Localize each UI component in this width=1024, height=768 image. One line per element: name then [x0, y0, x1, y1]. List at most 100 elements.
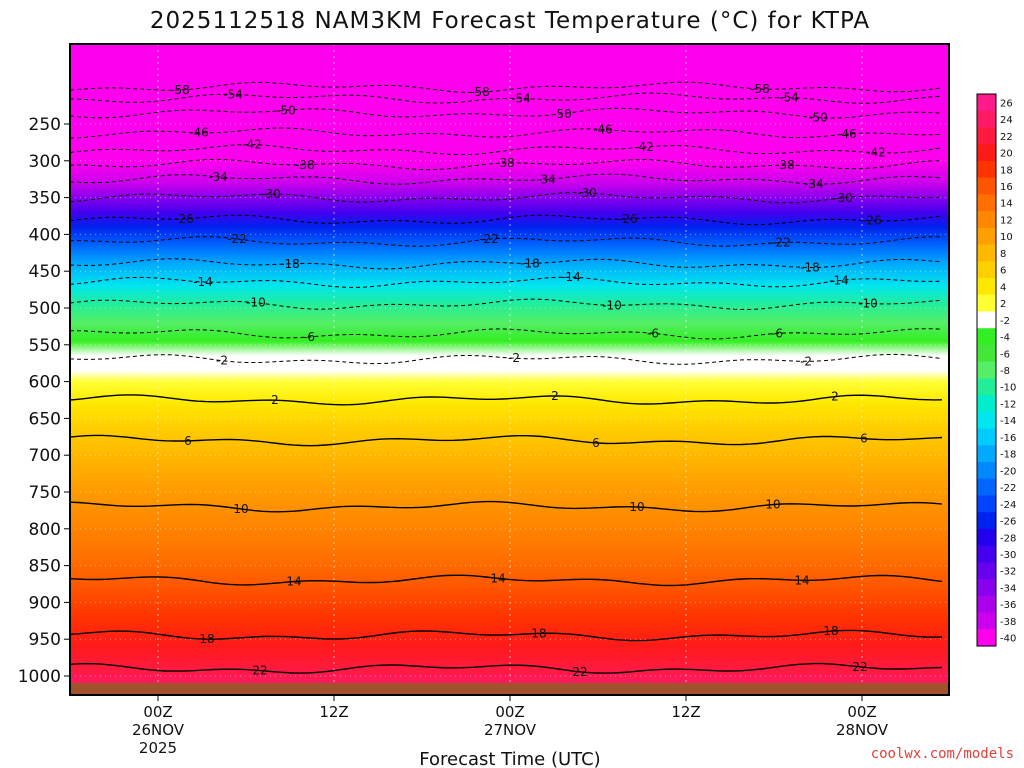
contour-line — [70, 328, 943, 340]
colorbar-tick-label: -40 — [1000, 634, 1016, 645]
contour-label: -54 — [511, 92, 531, 106]
contour-label: -2 — [508, 351, 520, 365]
contour-line — [70, 236, 943, 247]
colorbar-tick-label: 4 — [1000, 282, 1006, 293]
contour-label: -6 — [303, 330, 315, 344]
colorbar-swatch — [977, 595, 996, 614]
colorbar-swatch — [977, 344, 996, 363]
colorbar-frame — [976, 93, 997, 647]
contour-label: -42 — [634, 140, 654, 154]
contour-label: -38 — [295, 158, 315, 172]
colorbar-tick-label: -36 — [1000, 600, 1016, 611]
contour-label: -46 — [593, 123, 613, 137]
colorbar-tick-label: 6 — [1000, 266, 1006, 277]
contour-label: -42 — [242, 138, 262, 152]
pressure-tick-label: 450 — [29, 262, 61, 282]
contour-line — [70, 127, 943, 139]
colorbar-tick-label: -32 — [1000, 567, 1016, 578]
contour-label: 6 — [184, 434, 192, 448]
colorbar-swatch — [977, 361, 996, 379]
colorbar-tick-label: 18 — [1000, 165, 1013, 176]
contour-line — [70, 144, 943, 156]
colorbar-tick-label: -16 — [1000, 433, 1016, 444]
time-tick-label: 2025 — [139, 739, 177, 757]
colorbar-tick-label: 24 — [1000, 115, 1013, 126]
colorbar-tick-label: 10 — [1000, 232, 1013, 243]
colorbar-tick-label: -10 — [1000, 383, 1016, 394]
contour-line — [70, 276, 943, 288]
pressure-tick-label: 300 — [29, 152, 61, 172]
colorbar-swatch — [977, 244, 996, 262]
contour-label: -22 — [771, 236, 791, 250]
colorbar-tick-label: -20 — [1000, 466, 1016, 477]
contour-label: 6 — [860, 432, 868, 446]
contour-label: -26 — [618, 212, 638, 226]
contour-line — [70, 629, 942, 642]
colorbar-tick-label: 2 — [1000, 299, 1006, 310]
colorbar-swatch — [977, 528, 996, 547]
contour-label: -18 — [520, 256, 540, 270]
contour-label: 6 — [592, 436, 600, 450]
colorbar-tick-label: -26 — [1000, 517, 1016, 528]
colorbar-swatch — [977, 629, 996, 647]
ground-surface — [70, 683, 949, 695]
pressure-tick-label: 850 — [29, 557, 61, 577]
time-tick-label: 26NOV — [132, 721, 185, 739]
contour-label: -46 — [837, 127, 857, 141]
contour-label: -50 — [276, 103, 296, 117]
contour-label: 14 — [490, 571, 505, 585]
contour-line — [70, 107, 943, 119]
contour-line — [70, 298, 943, 310]
contour-label: -14 — [561, 270, 581, 284]
contour-label: -50 — [808, 111, 828, 125]
contour-line — [70, 394, 943, 406]
contour-label: -42 — [866, 146, 886, 160]
time-tick-label: 12Z — [671, 703, 700, 721]
contour-label: -38 — [495, 156, 515, 170]
colorbar-swatch — [977, 612, 996, 630]
colorbar-tick-label: -4 — [1000, 333, 1010, 344]
contour-label: 22 — [572, 665, 587, 679]
contour-lines: -58 -58 -58 -54 -54 -54 -50 -50 -50 -46 -46 -46 -42 -… — [70, 81, 943, 679]
pressure-tick-label: 700 — [29, 446, 61, 466]
contour-line — [70, 158, 943, 171]
colorbar-tick-label: 26 — [1000, 98, 1013, 109]
contour-label: 14 — [286, 575, 301, 589]
contour-label: -54 — [779, 91, 799, 105]
colorbar-swatch — [977, 311, 996, 329]
pressure-tick-label: 250 — [29, 115, 61, 135]
contour-line — [70, 92, 943, 104]
pressure-tick-label: 350 — [29, 189, 61, 209]
time-tick-label: 00Z — [495, 703, 524, 721]
contour-label: -50 — [552, 107, 572, 121]
contour-label: 2 — [551, 389, 559, 403]
contour-label: -10 — [246, 296, 266, 310]
grid-lines — [70, 44, 949, 695]
pressure-tick-label: 750 — [29, 483, 61, 503]
colorbar-swatch — [977, 328, 996, 346]
colorbar-swatch — [977, 94, 996, 112]
colorbar-tick-label: -38 — [1000, 617, 1016, 628]
pressure-tick-label: 900 — [29, 593, 61, 613]
pressure-tick-label: 500 — [29, 299, 61, 319]
contour-label: -34 — [208, 170, 228, 184]
contour-label: -54 — [223, 87, 243, 101]
contour-line — [70, 81, 943, 93]
colorbar-tick-label: 12 — [1000, 216, 1013, 227]
pressure-tick-label: 650 — [29, 409, 61, 429]
colorbar-swatch — [977, 177, 996, 195]
colorbar-swatch — [977, 261, 996, 279]
colorbar-swatch — [977, 278, 996, 296]
colorbar-swatch — [977, 395, 996, 413]
pressure-tick-label: 1000 — [18, 667, 61, 687]
contour-label: 10 — [233, 502, 248, 516]
colorbar-tick-label: -28 — [1000, 533, 1016, 544]
colorbar-tick-label: -8 — [1000, 366, 1010, 377]
contour-label: -18 — [280, 257, 300, 271]
chart-title: 2025112518 NAM3KM Forecast Temperature (… — [150, 8, 870, 34]
time-tick-label: 27NOV — [484, 721, 537, 739]
credit-text: coolwx.com/models — [871, 746, 1014, 762]
contour-label: 18 — [531, 626, 546, 640]
